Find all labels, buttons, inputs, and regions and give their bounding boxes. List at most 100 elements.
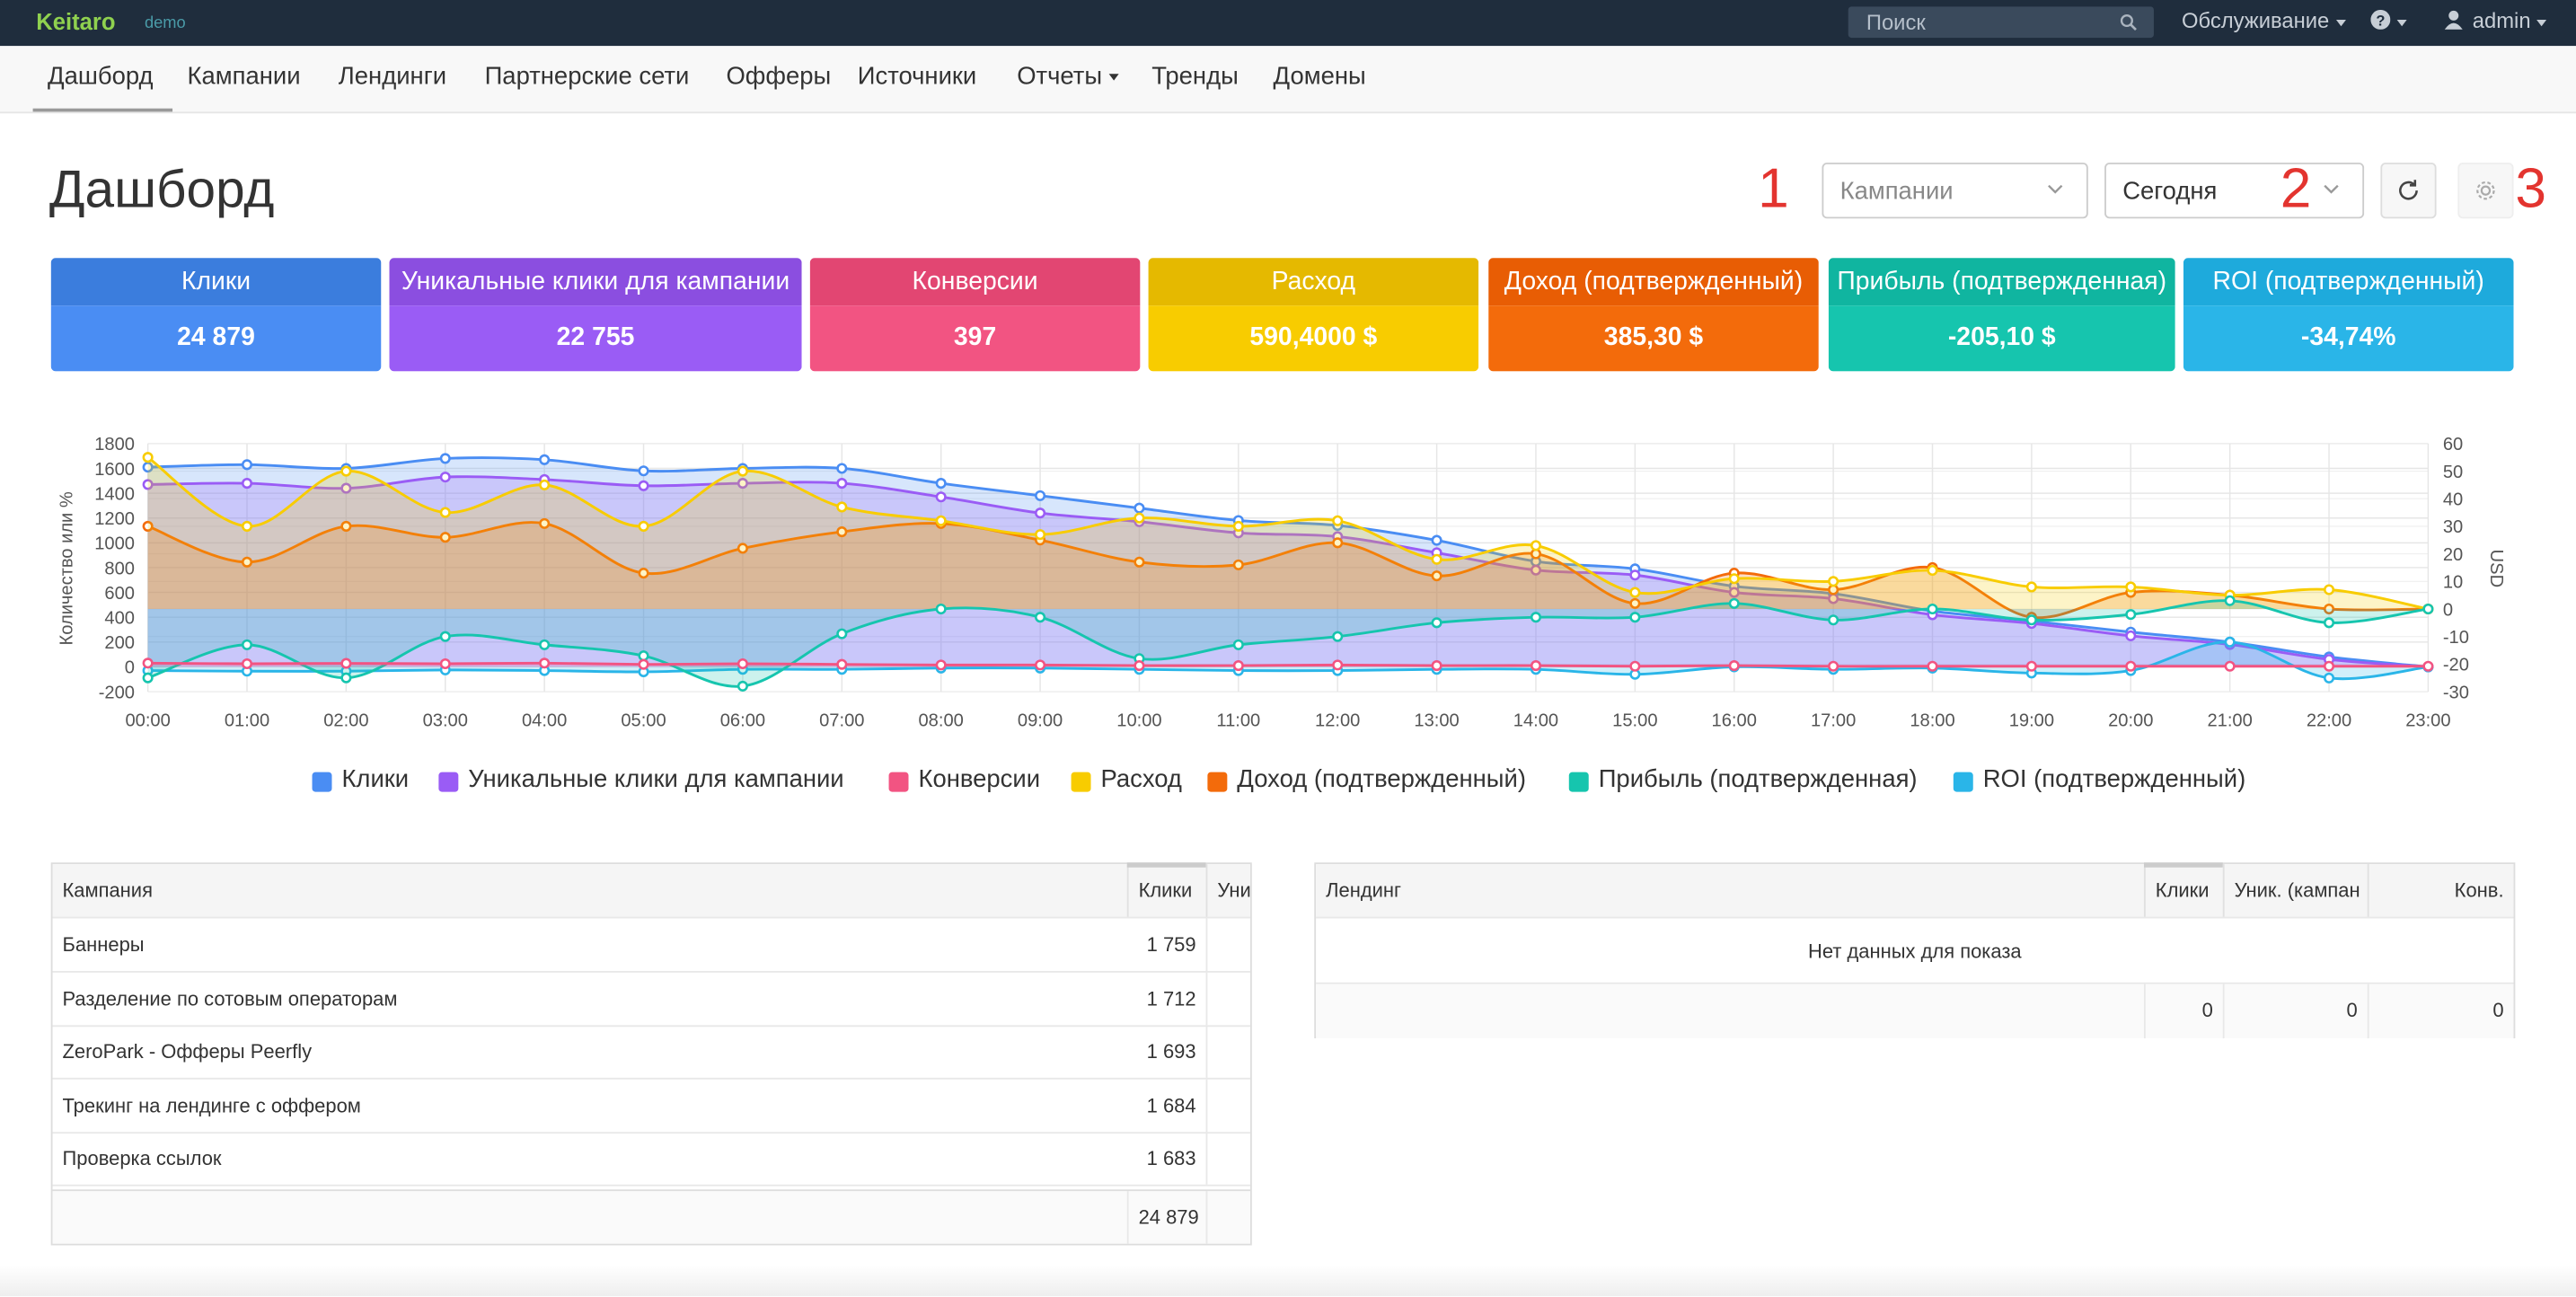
data-point: [539, 517, 551, 529]
campaign-name[interactable]: Проверка ссылок: [62, 1147, 222, 1171]
y-tick-label: -200: [99, 683, 135, 702]
search-icon: [2120, 13, 2137, 31]
metric-value: 397: [809, 305, 1141, 372]
col-clicks[interactable]: Клики: [1126, 864, 1206, 917]
campaign-name[interactable]: ZeroPark - Офферы Peerfly: [62, 1040, 313, 1063]
legend-item[interactable]: Расход: [1071, 765, 1182, 793]
data-point: [836, 628, 848, 640]
user-menu[interactable]: admin: [2444, 8, 2547, 33]
nav-domains[interactable]: Домены: [1273, 62, 1366, 91]
nav-landings[interactable]: Лендинги: [338, 62, 447, 91]
metric-value: -205,10 $: [1828, 305, 2175, 372]
campaign-clicks: 1 712: [1146, 986, 1196, 1010]
user-icon: [2444, 10, 2463, 30]
data-point: [737, 680, 748, 692]
data-point: [1232, 520, 1244, 532]
col-unique[interactable]: Уни: [1205, 864, 1250, 917]
top-bar: Keitaro demo Поиск Обслуживание ? admin: [0, 0, 2576, 47]
table-row[interactable]: Проверка ссылок 1 683: [52, 1132, 1250, 1187]
y-tick-label: 1600: [94, 460, 135, 480]
data-point: [241, 556, 253, 568]
total-clicks: 0: [2143, 984, 2223, 1038]
data-point: [539, 479, 551, 490]
col-landing[interactable]: Лендинг: [1326, 878, 1402, 903]
data-point: [737, 657, 748, 670]
legend-item[interactable]: Прибыль (подтвержденная): [1568, 765, 1918, 793]
y2-tick-label: 0: [2443, 600, 2453, 620]
data-point: [241, 657, 253, 670]
data-point: [2025, 660, 2037, 672]
legend-label: Конверсии: [918, 765, 1041, 794]
x-tick-label: 14:00: [1513, 710, 1558, 730]
data-point: [1629, 587, 1641, 598]
data-point: [935, 491, 947, 503]
data-point: [439, 453, 451, 464]
data-point: [737, 465, 748, 477]
nav-affiliate-networks[interactable]: Партнерские сети: [484, 62, 690, 91]
table-row[interactable]: Баннеры 1 759: [52, 918, 1250, 973]
data-point: [1134, 556, 1145, 568]
data-point: [142, 520, 154, 532]
app-logo[interactable]: Keitaro: [36, 8, 116, 35]
nav-offers[interactable]: Офферы: [726, 62, 832, 91]
campaign-clicks: 1 759: [1146, 932, 1196, 957]
gear-icon: [2476, 181, 2495, 200]
data-point: [737, 478, 748, 490]
data-point: [439, 532, 451, 543]
data-point: [1232, 639, 1244, 650]
data-point: [1629, 569, 1641, 581]
data-point: [935, 515, 947, 526]
table-total-row: 24 879: [52, 1189, 1250, 1244]
total-unique: 0: [2222, 984, 2368, 1038]
series-line: [147, 475, 2429, 668]
legend-item[interactable]: Уникальные клики для кампании: [438, 765, 844, 793]
data-point: [2125, 609, 2137, 621]
table-header: Кампания Клики Уни: [52, 862, 1250, 919]
series-area: [147, 457, 2429, 609]
legend-item[interactable]: Клики: [312, 765, 409, 793]
nav-sources[interactable]: Источники: [857, 62, 977, 91]
table-row[interactable]: Разделение по сотовым операторам 1 712: [52, 972, 1250, 1027]
help-menu[interactable]: ?: [2370, 8, 2407, 32]
data-point: [2224, 660, 2236, 672]
data-point: [1431, 553, 1442, 565]
data-point: [1828, 576, 1839, 587]
table-row[interactable]: Трекинг на лендинге с оффером 1 684: [52, 1079, 1250, 1134]
search-input[interactable]: Поиск: [1848, 6, 2154, 39]
chevron-down-icon: [2396, 19, 2407, 26]
col-unique[interactable]: Уник. (кампан: [2222, 864, 2368, 917]
legend-item[interactable]: ROI (подтвержденный): [1953, 765, 2245, 793]
col-conversions[interactable]: Конв.: [2367, 864, 2514, 917]
metric-value: 385,30 $: [1488, 305, 1819, 372]
campaign-name[interactable]: Баннеры: [62, 932, 145, 957]
legend-item[interactable]: Конверсии: [888, 765, 1041, 794]
data-point: [2422, 660, 2434, 672]
data-point: [1035, 490, 1046, 501]
x-tick-label: 11:00: [1216, 710, 1260, 730]
legend-swatch: [1568, 772, 1589, 792]
y-axis-label: Количество или %: [57, 491, 76, 645]
nav-campaigns[interactable]: Кампании: [187, 62, 301, 91]
x-tick-label: 09:00: [1018, 710, 1063, 730]
legend-swatch: [1071, 772, 1091, 792]
period-select[interactable]: Сегодня: [2104, 163, 2365, 219]
refresh-button[interactable]: [2380, 163, 2437, 219]
legend-item[interactable]: Доход (подтвержденный): [1207, 765, 1526, 793]
campaign-name[interactable]: Трекинг на лендинге с оффером: [62, 1093, 361, 1117]
data-point: [142, 462, 154, 473]
nav-reports[interactable]: Отчеты: [1017, 63, 1119, 91]
data-point: [340, 657, 352, 669]
x-tick-label: 02:00: [323, 710, 368, 730]
col-campaign[interactable]: Кампания: [62, 878, 153, 903]
table-row[interactable]: ZeroPark - Офферы Peerfly 1 693: [52, 1025, 1250, 1081]
data-point: [340, 465, 352, 477]
settings-button[interactable]: [2457, 163, 2514, 219]
nav-dashboard[interactable]: Дашборд: [48, 62, 154, 91]
maintenance-menu[interactable]: Обслуживание: [2182, 8, 2346, 33]
campaign-name[interactable]: Разделение по сотовым операторам: [62, 986, 398, 1010]
campaign-select[interactable]: Кампании: [1822, 163, 2088, 219]
table-header: Лендинг Клики Уник. (кампан Конв.: [1316, 862, 2514, 919]
campaign-select-label: Кампании: [1839, 177, 1954, 206]
col-clicks[interactable]: Клики: [2143, 864, 2223, 917]
nav-trends[interactable]: Тренды: [1151, 62, 1239, 91]
